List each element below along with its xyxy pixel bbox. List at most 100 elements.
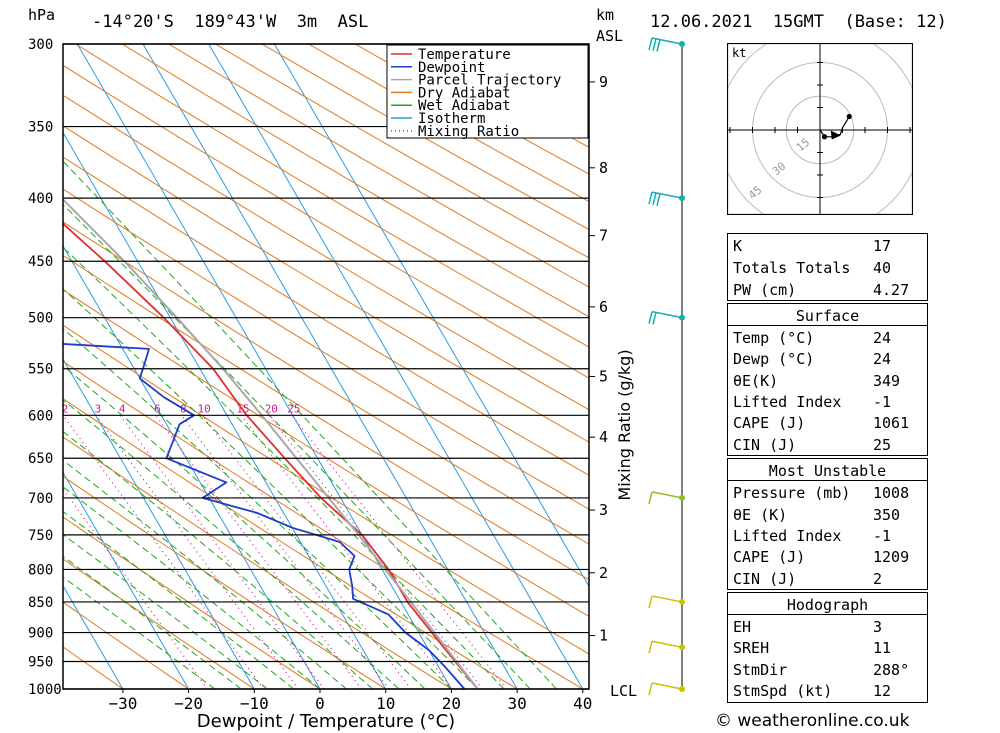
location-title: -14°20'S 189°43'W 3m ASL [92,12,369,32]
legend-entry: Parcel Trajectory [418,73,561,89]
wet-adiabat-line [63,486,321,689]
dry-adiabat-line [75,44,589,348]
mixing-ratio-label: 2 [62,402,69,415]
dry-adiabat-line [121,44,589,318]
wind-barb [648,682,683,696]
wind-barb [648,310,683,325]
wind-barb-feather [652,38,657,51]
hodograph-start-point [821,134,828,140]
wind-barb-feather [656,39,661,52]
dry-adiabat-line [63,125,589,443]
dry-adiabat-line [63,324,589,655]
wet-adiabat-line [63,459,347,689]
km-tick-label: 1 [599,627,608,645]
legend-box [386,44,589,139]
wet-adiabat-line [63,288,479,689]
dewpoint-line [63,343,466,689]
mixing-ratio-label: 10 [198,402,211,415]
mixing-ratio-line [95,414,299,689]
pressure-tick-label: 500 [28,311,53,327]
wind-barb-shaft [651,640,683,648]
plot-frame [62,43,590,690]
x-axis-label: Dewpoint / Temperature (°C) [197,711,455,732]
parcel-line [63,198,479,689]
x-tick-label: 40 [573,694,592,713]
pressure-tick-label: 650 [28,451,53,467]
mu-row: Pressure (mb) 1008 [733,484,910,502]
wet-adiabat-line [63,160,557,689]
pressure-tick-label: 400 [28,191,53,207]
pressure-tick-label: 950 [28,655,53,671]
temperature-line [63,222,479,689]
pressure-tick-label: 600 [28,408,53,424]
dry-adiabat-line [63,64,589,379]
indices-panel: K 17 Totals Totals 40 PW (cm) 4.27 [727,233,928,301]
x-tick-label: 10 [376,694,395,713]
dry-adiabat-line [63,254,589,581]
mixing-ratio-line [291,414,507,689]
wind-barb-shaft [651,191,683,199]
hodograph-params-panel: Hodograph EH 3 SREH 11 StmDir 288° StmSpd (… [727,592,928,703]
pressure-tick-label: 450 [28,254,53,270]
hodo-row: StmSpd (kt) 12 [733,682,892,700]
wind-barb-shaft [651,682,683,690]
isotherm-line [63,244,321,689]
isotherm-line [76,44,452,689]
asl-unit-label: ASL [596,27,624,45]
isotherm-line [142,44,518,689]
wind-barb [648,37,683,52]
legend-entry: Dry Adiabat [418,85,511,101]
dry-adiabat-line [63,398,518,689]
pressure-unit-label: hPa [28,6,56,24]
hodograph-end-point [846,113,852,120]
mixing-ratio-label: 6 [154,402,161,415]
mixing-ratio-line [119,414,325,689]
wet-adiabat-line [63,555,242,689]
mixing-ratio-label: 1 [9,402,16,415]
km-tick-label: 9 [599,73,608,91]
datetime-title: 12.06.2021 15GMT (Base: 12) [650,12,947,32]
mixing-ratio-line [63,414,265,689]
surface-title: Surface [795,307,860,325]
wet-adiabat-line [63,203,531,689]
wind-barb-feather [648,191,653,205]
mu-row: CIN (J) 2 [733,570,883,588]
isotherm-line [273,44,589,588]
wind-barb-feather [648,311,653,324]
legend-entry: Dewpoint [418,60,485,76]
dry-adiabat-line [261,44,589,231]
legend-entry: Temperature [418,47,511,63]
km-unit-label: km [596,6,615,24]
dry-adiabat-line [63,475,386,689]
wind-barb-shaft [651,491,683,499]
km-tick-label: 7 [599,227,608,245]
km-tick-label: 2 [599,564,608,582]
wind-barb-feather [648,37,653,51]
isotherm-line [63,584,124,689]
surface-row: Dewp (°C) 24 [733,350,892,368]
dry-adiabat-line [63,94,589,411]
index-row-totals: Totals Totals 40 [733,259,892,277]
wet-adiabat-line [63,576,216,689]
wind-barb-feather [656,193,661,206]
isotherm-line [208,44,584,689]
dry-adiabat-line [63,646,124,689]
surface-row: CAPE (J) 1061 [733,414,910,432]
wind-barb-shaft [651,310,683,319]
hodo-row: EH 3 [733,618,883,636]
wind-barb-feather [648,682,653,696]
mixing-ratio-line [155,414,362,689]
surface-row: θE(K) 349 [733,372,901,390]
surface-row: Lifted Index -1 [733,393,892,411]
wind-barb-feather [648,641,653,654]
copyright[interactable]: © weatheronline.co.uk [715,711,910,731]
pressure-tick-label: 300 [28,37,53,53]
wind-barb-feather [652,312,657,325]
x-tick-label: −20 [174,694,203,713]
km-tick-label: 8 [599,159,608,177]
mixing-ratio-label: 25 [287,402,300,415]
legend-entry: Mixing Ratio [418,124,519,140]
hodograph-unit-label: kt [732,46,746,60]
x-tick-label: −30 [108,694,137,713]
